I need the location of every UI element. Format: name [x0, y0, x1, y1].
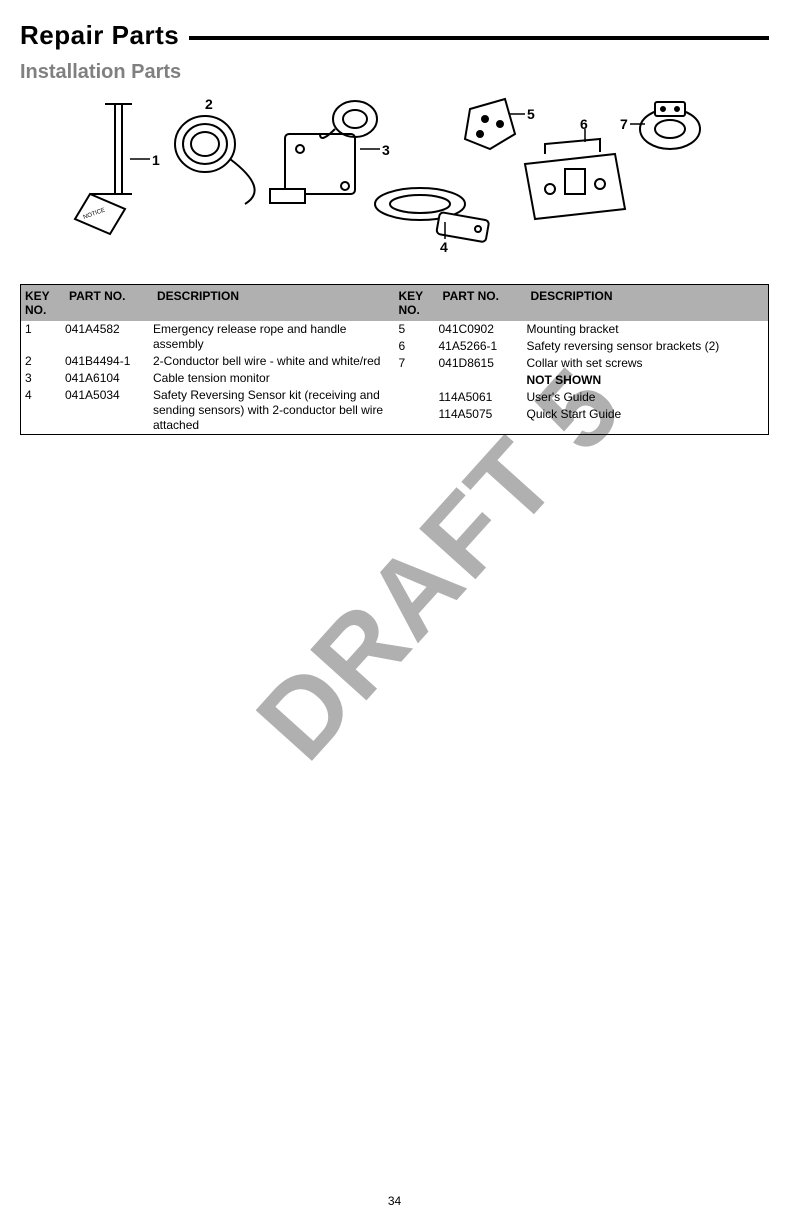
- cell-desc: Cable tension monitor: [153, 371, 395, 386]
- cell-part: 114A5061: [439, 390, 527, 404]
- cell-part: 041D8615: [439, 356, 527, 370]
- table-row: 5041C0902Mounting bracket: [395, 321, 769, 338]
- callout-2: 2: [205, 96, 213, 112]
- col-header-key: KEY NO.: [21, 285, 65, 321]
- cell-desc: Collar with set screws: [527, 356, 769, 371]
- cell-part: 041A5034: [65, 388, 153, 402]
- col-header-desc: DESCRIPTION: [153, 285, 395, 321]
- cell-part: 041A4582: [65, 322, 153, 336]
- table-row: 641A5266-1Safety reversing sensor bracke…: [395, 338, 769, 355]
- cell-desc: Mounting bracket: [527, 322, 769, 337]
- cell-desc: Quick Start Guide: [527, 407, 769, 422]
- cell-desc: NOT SHOWN: [527, 373, 769, 388]
- cell-part: 041C0902: [439, 322, 527, 336]
- parts-diagram: NOTICE: [70, 94, 750, 264]
- cell-desc: Emergency release rope and handle assemb…: [153, 322, 395, 352]
- page-number: 34: [0, 1194, 789, 1208]
- title-rule: [189, 36, 769, 40]
- table-row: 114A5061User's Guide: [395, 389, 769, 406]
- cell-desc: Safety reversing sensor brackets (2): [527, 339, 769, 354]
- cell-key: 1: [21, 322, 65, 336]
- col-header-part: PART NO.: [65, 285, 153, 321]
- cell-desc: 2-Conductor bell wire - white and white/…: [153, 354, 395, 369]
- table-row: 7041D8615Collar with set screws: [395, 355, 769, 372]
- table-row: 4041A5034Safety Reversing Sensor kit (re…: [21, 387, 395, 434]
- page-title: Repair Parts: [20, 20, 189, 51]
- table-row: 3041A6104Cable tension monitor: [21, 370, 395, 387]
- cell-desc: User's Guide: [527, 390, 769, 405]
- cell-key: 2: [21, 354, 65, 368]
- cell-part: 041A6104: [65, 371, 153, 385]
- table-row: 1041A4582Emergency release rope and hand…: [21, 321, 395, 353]
- table-row: 114A5075Quick Start Guide: [395, 406, 769, 423]
- callout-4: 4: [440, 239, 448, 255]
- callout-3: 3: [382, 142, 390, 158]
- cell-key: 7: [395, 356, 439, 370]
- parts-table: KEY NO. PART NO. DESCRIPTION KEY NO. PAR…: [20, 284, 769, 435]
- cell-key: 3: [21, 371, 65, 385]
- section-subtitle: Installation Parts: [20, 61, 769, 84]
- parts-illustration: NOTICE: [70, 94, 750, 264]
- cell-part: 41A5266-1: [439, 339, 527, 353]
- cell-key: 6: [395, 339, 439, 353]
- table-row: NOT SHOWN: [395, 372, 769, 389]
- col-header-part-2: PART NO.: [439, 285, 527, 321]
- callout-7: 7: [620, 116, 628, 132]
- col-header-desc-2: DESCRIPTION: [527, 285, 769, 321]
- cell-desc: Safety Reversing Sensor kit (receiving a…: [153, 388, 395, 433]
- col-header-key-2: KEY NO.: [395, 285, 439, 321]
- cell-key: 4: [21, 388, 65, 402]
- callout-1: 1: [152, 152, 160, 168]
- table-header-row: KEY NO. PART NO. DESCRIPTION KEY NO. PAR…: [21, 285, 768, 321]
- cell-part: 041B4494-1: [65, 354, 153, 368]
- table-row: 2041B4494-12-Conductor bell wire - white…: [21, 353, 395, 370]
- callout-6: 6: [580, 116, 588, 132]
- cell-key: 5: [395, 322, 439, 336]
- cell-part: 114A5075: [439, 407, 527, 421]
- callout-5: 5: [527, 106, 535, 122]
